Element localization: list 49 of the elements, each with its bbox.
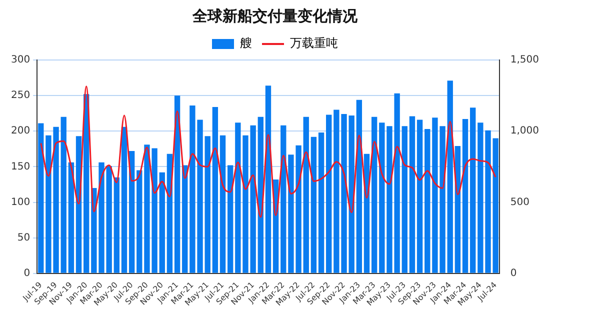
bar [318, 132, 324, 273]
bar [212, 106, 218, 273]
bar [258, 116, 264, 273]
bar [128, 151, 135, 273]
bar [166, 154, 173, 273]
y-tick-label: 150 [10, 161, 30, 172]
bar [326, 114, 332, 273]
bar [371, 116, 378, 273]
bar [462, 119, 468, 273]
y-tick-label: 50 [17, 232, 30, 244]
y-tick-label: 300 [10, 54, 30, 66]
legend-label: 万载重吨 [290, 36, 338, 50]
line-series [40, 86, 496, 218]
bar [174, 96, 180, 273]
bar [348, 115, 354, 273]
bar [204, 136, 210, 273]
bar [416, 120, 423, 273]
bar [409, 116, 416, 273]
y2-tick-label: 1,500 [510, 54, 540, 66]
bar [454, 146, 461, 273]
bar [447, 80, 453, 273]
bar [310, 136, 317, 273]
y-tick-label: 100 [10, 196, 30, 208]
bar [182, 165, 188, 273]
y-tick-label: 0 [24, 268, 30, 279]
bar [114, 177, 120, 273]
bar [280, 125, 286, 273]
y-tick-label: 250 [10, 90, 30, 102]
bar [60, 116, 66, 273]
bar [470, 108, 476, 273]
y2-tick-label: 1,000 [510, 126, 540, 137]
bar [303, 116, 309, 273]
legend-label: 艘 [240, 36, 252, 50]
bar [68, 162, 74, 273]
chart-title: 全球新船交付量变化情况 [192, 6, 358, 25]
bar [38, 123, 44, 273]
bar [424, 128, 430, 273]
bar [265, 86, 272, 273]
y2-tick-label: 0 [510, 268, 517, 279]
y-tick-label: 200 [10, 126, 30, 137]
bar [159, 172, 165, 273]
bar [136, 170, 142, 273]
y2-tick-label: 500 [510, 196, 530, 208]
bar [402, 126, 408, 273]
bar [220, 135, 226, 273]
bar [379, 122, 385, 273]
bar [227, 165, 234, 273]
bar [121, 126, 128, 273]
bar [356, 100, 362, 273]
